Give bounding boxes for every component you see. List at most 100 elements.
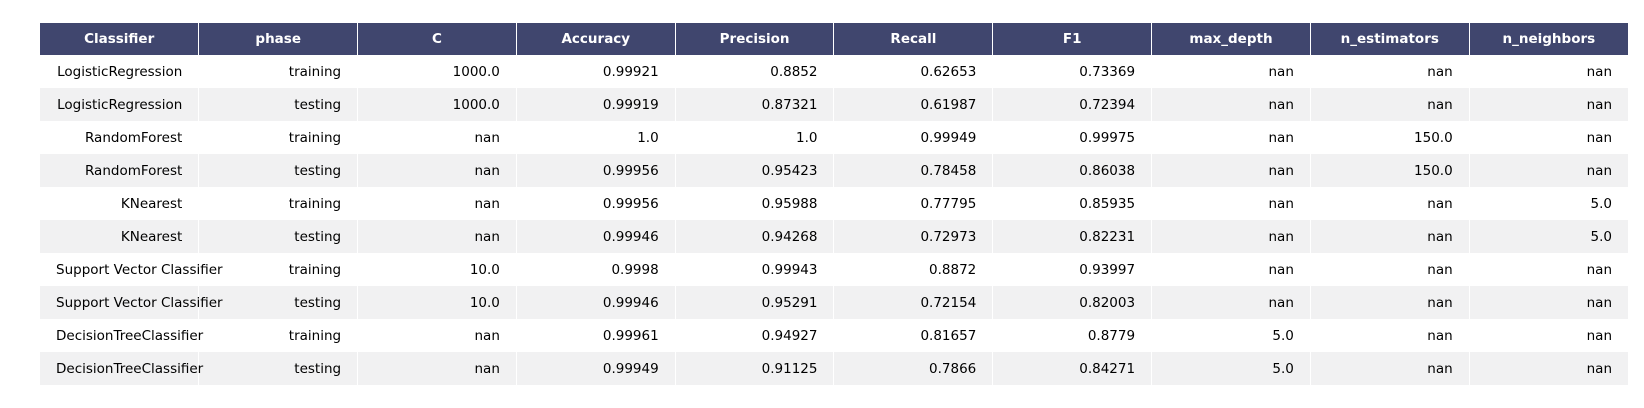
cell-precision: 0.87321 xyxy=(675,88,835,121)
cell-recall: 0.62653 xyxy=(833,55,994,88)
table-row: LogisticRegression testing 1000.0 0.99919 0.… xyxy=(40,88,1628,121)
cell-n-neighbors: 5.0 xyxy=(1469,187,1628,220)
cell-recall: 0.81657 xyxy=(833,319,994,352)
cell-phase: training xyxy=(198,253,359,286)
cell-max-depth: nan xyxy=(1151,187,1311,220)
table-header-row: Classifier phase C Accuracy Precision Recall F… xyxy=(40,23,1628,55)
cell-accuracy: 0.99956 xyxy=(516,154,676,187)
cell-n-neighbors: nan xyxy=(1469,352,1628,385)
cell-precision: 0.99943 xyxy=(675,253,835,286)
table-row: Support Vector Classifier testing 10.0 0.99… xyxy=(40,286,1628,319)
cell-phase: testing xyxy=(198,154,359,187)
cell-precision: 1.0 xyxy=(675,121,835,154)
cell-accuracy: 0.99949 xyxy=(516,352,676,385)
cell-precision: 0.8852 xyxy=(675,55,835,88)
cell-max-depth: 5.0 xyxy=(1151,319,1311,352)
cell-classifier: RandomForest xyxy=(40,154,200,187)
cell-classifier: Support Vector Classifier xyxy=(40,286,223,319)
cell-accuracy: 0.99956 xyxy=(516,187,676,220)
cell-f1: 0.73369 xyxy=(992,55,1153,88)
cell-n-estimators: nan xyxy=(1310,286,1470,319)
cell-c: nan xyxy=(357,352,517,385)
cell-n-neighbors: nan xyxy=(1469,286,1628,319)
column-header-accuracy: Accuracy xyxy=(516,23,676,55)
table-row: KNearest testing nan 0.99946 0.94268 0.72973 0… xyxy=(40,220,1628,253)
cell-phase: testing xyxy=(198,352,359,385)
column-header-phase: phase xyxy=(198,23,359,55)
cell-accuracy: 0.99919 xyxy=(516,88,676,121)
cell-n-neighbors: nan xyxy=(1469,319,1628,352)
cell-phase: training xyxy=(198,121,359,154)
cell-f1: 0.84271 xyxy=(992,352,1153,385)
cell-recall: 0.8872 xyxy=(833,253,994,286)
cell-classifier: KNearest xyxy=(40,187,200,220)
cell-f1: 0.99975 xyxy=(992,121,1153,154)
cell-precision: 0.94268 xyxy=(675,220,835,253)
results-table: Classifier phase C Accuracy Precision Recall F… xyxy=(40,23,1628,385)
cell-n-estimators: nan xyxy=(1310,253,1470,286)
cell-n-neighbors: nan xyxy=(1469,154,1628,187)
cell-n-estimators: nan xyxy=(1310,352,1470,385)
cell-max-depth: nan xyxy=(1151,88,1311,121)
cell-n-neighbors: nan xyxy=(1469,55,1628,88)
cell-max-depth: 5.0 xyxy=(1151,352,1311,385)
cell-n-estimators: 150.0 xyxy=(1310,121,1470,154)
cell-classifier: KNearest xyxy=(40,220,200,253)
cell-f1: 0.86038 xyxy=(992,154,1153,187)
cell-c: nan xyxy=(357,319,517,352)
column-header-precision: Precision xyxy=(675,23,835,55)
cell-recall: 0.7866 xyxy=(833,352,994,385)
table-row: LogisticRegression training 1000.0 0.99921 0… xyxy=(40,55,1628,88)
cell-recall: 0.78458 xyxy=(833,154,994,187)
table-row: RandomForest testing nan 0.99956 0.95423 0.78… xyxy=(40,154,1628,187)
cell-accuracy: 1.0 xyxy=(516,121,676,154)
column-header-recall: Recall xyxy=(833,23,994,55)
column-header-n-estimators: n_estimators xyxy=(1310,23,1470,55)
cell-phase: testing xyxy=(198,88,359,121)
cell-c: nan xyxy=(357,187,517,220)
table-body: LogisticRegression training 1000.0 0.99921 0… xyxy=(40,55,1628,385)
cell-precision: 0.95291 xyxy=(675,286,835,319)
cell-classifier: Support Vector Classifier xyxy=(40,253,223,286)
cell-recall: 0.77795 xyxy=(833,187,994,220)
cell-phase: training xyxy=(198,55,359,88)
cell-c: 10.0 xyxy=(357,286,517,319)
cell-f1: 0.82231 xyxy=(992,220,1153,253)
column-header-f1: F1 xyxy=(992,23,1153,55)
cell-accuracy: 0.99946 xyxy=(516,220,676,253)
cell-f1: 0.72394 xyxy=(992,88,1153,121)
column-header-classifier: Classifier xyxy=(40,23,200,55)
results-table-container: Classifier phase C Accuracy Precision Recall F… xyxy=(40,23,1628,385)
cell-recall: 0.61987 xyxy=(833,88,994,121)
cell-n-estimators: nan xyxy=(1310,220,1470,253)
cell-f1: 0.93997 xyxy=(992,253,1153,286)
table-row: DecisionTreeClassifier testing nan 0.99949 0… xyxy=(40,352,1628,385)
cell-phase: training xyxy=(198,187,359,220)
cell-classifier: DecisionTreeClassifier xyxy=(40,352,203,385)
cell-accuracy: 0.99961 xyxy=(516,319,676,352)
cell-max-depth: nan xyxy=(1151,55,1311,88)
cell-n-neighbors: 5.0 xyxy=(1469,220,1628,253)
cell-n-estimators: nan xyxy=(1310,187,1470,220)
cell-recall: 0.72973 xyxy=(833,220,994,253)
cell-n-estimators: nan xyxy=(1310,88,1470,121)
column-header-c: C xyxy=(357,23,517,55)
column-header-n-neighbors: n_neighbors xyxy=(1469,23,1628,55)
cell-c: nan xyxy=(357,121,517,154)
cell-classifier: LogisticRegression xyxy=(40,55,200,88)
cell-max-depth: nan xyxy=(1151,253,1311,286)
cell-max-depth: nan xyxy=(1151,286,1311,319)
cell-n-estimators: nan xyxy=(1310,55,1470,88)
cell-c: 1000.0 xyxy=(357,88,517,121)
table-row: Support Vector Classifier training 10.0 0.9… xyxy=(40,253,1628,286)
cell-phase: testing xyxy=(198,286,359,319)
cell-classifier: LogisticRegression xyxy=(40,88,200,121)
cell-accuracy: 0.99921 xyxy=(516,55,676,88)
cell-n-estimators: 150.0 xyxy=(1310,154,1470,187)
cell-c: nan xyxy=(357,154,517,187)
cell-precision: 0.91125 xyxy=(675,352,835,385)
cell-n-neighbors: nan xyxy=(1469,253,1628,286)
cell-f1: 0.85935 xyxy=(992,187,1153,220)
cell-f1: 0.82003 xyxy=(992,286,1153,319)
cell-max-depth: nan xyxy=(1151,121,1311,154)
